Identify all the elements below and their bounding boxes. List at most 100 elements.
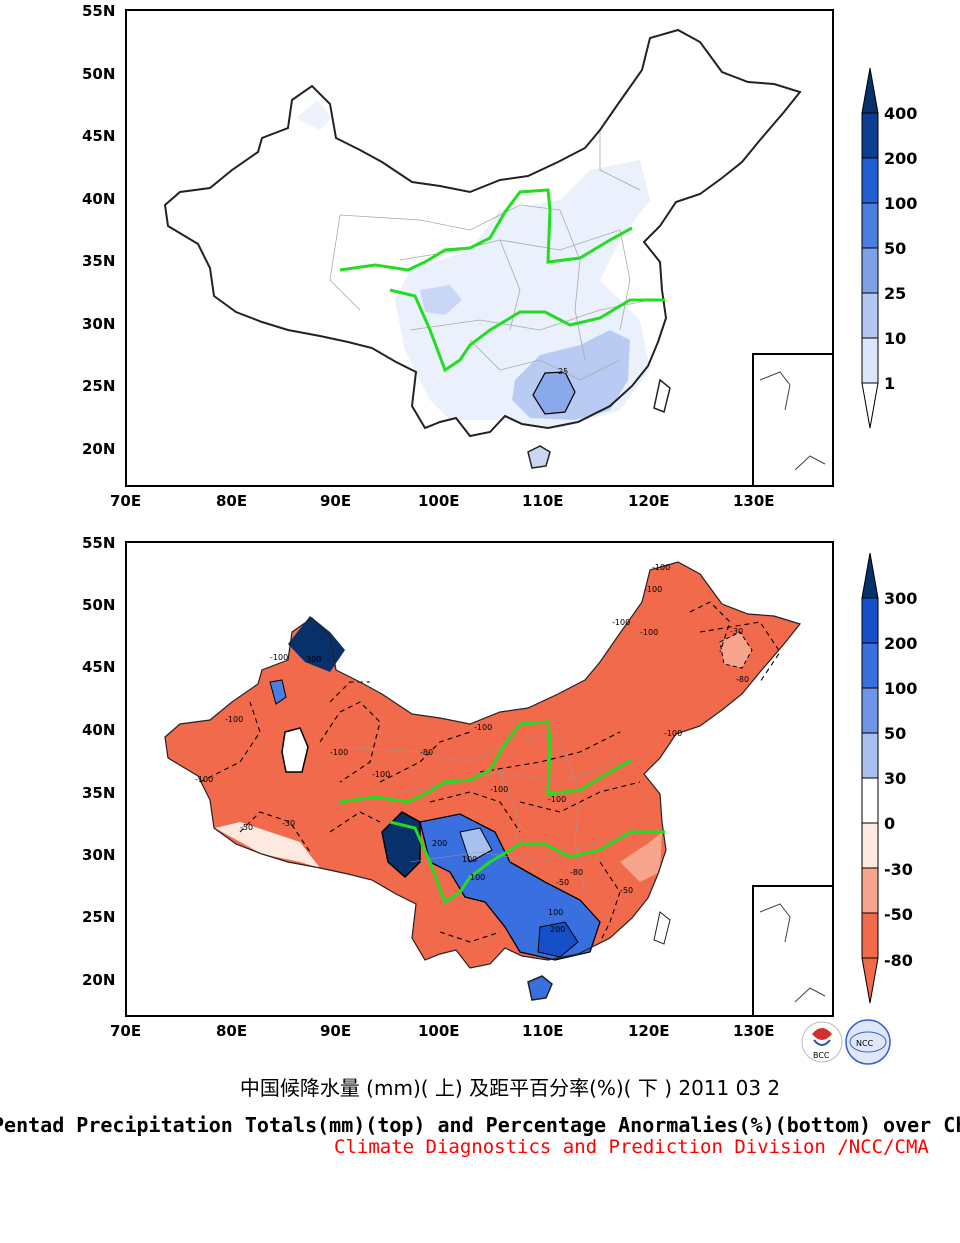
svg-text:100: 100 — [462, 855, 477, 864]
top-cb-label: 25 — [884, 284, 906, 303]
taiwan-island — [653, 378, 671, 414]
yangtze-river — [389, 820, 665, 905]
svg-text:-50: -50 — [556, 878, 569, 887]
top-xtick: 120E — [628, 492, 670, 510]
bottom-anomaly-map: -100 -100 -100 -100 -100 -100 -100 -100 … — [82, 534, 917, 1040]
top-ytick: 45N — [82, 127, 115, 145]
bottom-ytick: 55N — [82, 534, 115, 552]
bottom-ytick: 25N — [82, 908, 115, 926]
caption-chinese: 中国候降水量 (mm)( 上) 及距平百分率(%)( 下 ) 2011 03 2 — [239, 1076, 781, 1100]
svg-text:-100: -100 — [644, 585, 662, 594]
bottom-cb-label: -80 — [884, 951, 913, 970]
svg-text:-100: -100 — [330, 748, 348, 757]
svg-text:-100: -100 — [640, 628, 658, 637]
bcc-logo: BCC — [801, 1021, 843, 1063]
top-x-axis: 70E 80E 90E 100E 110E 120E 130E — [110, 492, 775, 510]
svg-text:-100: -100 — [548, 795, 566, 804]
top-cb-label: 100 — [884, 194, 917, 213]
svg-text:-100: -100 — [474, 723, 492, 732]
svg-text:-30: -30 — [730, 627, 743, 636]
bottom-xtick: 90E — [320, 1022, 351, 1040]
svg-text:-100: -100 — [195, 775, 213, 784]
svg-text:200: 200 — [550, 925, 565, 934]
svg-text:BCC: BCC — [813, 1051, 830, 1060]
top-xtick: 80E — [216, 492, 247, 510]
bottom-contour-labels: -100 -100 -100 -100 -100 -100 -100 -100 … — [195, 563, 749, 934]
svg-text:200: 200 — [432, 839, 447, 848]
south-china-sea-inset — [752, 885, 833, 1016]
top-cb-label: 50 — [884, 239, 906, 258]
svg-text:-50: -50 — [240, 823, 253, 832]
bottom-cb-label: -50 — [884, 905, 913, 924]
svg-text:-80: -80 — [736, 675, 749, 684]
top-ytick: 30N — [82, 315, 115, 333]
top-cb-label: 1 — [884, 374, 895, 393]
bottom-cb-label: 300 — [884, 589, 917, 608]
top-ytick: 25N — [82, 377, 115, 395]
svg-text:-100: -100 — [225, 715, 243, 724]
bottom-ytick: 35N — [82, 784, 115, 802]
bottom-y-axis: 55N 50N 45N 40N 35N 30N 25N 20N — [82, 534, 115, 989]
svg-text:-100: -100 — [490, 785, 508, 794]
top-xtick: 90E — [320, 492, 351, 510]
bottom-cb-label: 0 — [884, 814, 895, 833]
top-colorbar: 400 200 100 50 25 10 1 — [861, 67, 917, 429]
yellow-river — [339, 188, 633, 272]
svg-text:-80: -80 — [570, 868, 583, 877]
top-ytick: 50N — [82, 65, 115, 83]
south-china-sea-inset — [752, 353, 833, 486]
svg-text:-50: -50 — [620, 886, 633, 895]
bottom-ytick: 40N — [82, 721, 115, 739]
bottom-cb-label: -30 — [884, 860, 913, 879]
top-y-axis: 55N 50N 45N 40N 35N 30N 25N 20N — [82, 2, 115, 458]
bottom-cb-label: 50 — [884, 724, 906, 743]
bottom-xtick: 100E — [418, 1022, 460, 1040]
top-cb-label: 10 — [884, 329, 906, 348]
svg-text:300: 300 — [306, 655, 321, 664]
hainan-island — [527, 445, 551, 469]
top-ytick: 40N — [82, 190, 115, 208]
bottom-x-axis: 70E 80E 90E 100E 110E 120E 130E — [110, 1022, 775, 1040]
bottom-xtick: 70E — [110, 1022, 141, 1040]
top-ytick: 55N — [82, 2, 115, 20]
svg-text:-100: -100 — [612, 618, 630, 627]
bottom-xtick: 110E — [522, 1022, 564, 1040]
bottom-xtick: 130E — [733, 1022, 775, 1040]
svg-text:-100: -100 — [372, 770, 390, 779]
svg-text:100: 100 — [548, 908, 563, 917]
svg-text:-80: -80 — [420, 748, 433, 757]
svg-text:-100: -100 — [270, 653, 288, 662]
yangtze-river — [389, 288, 665, 373]
svg-text:-30: -30 — [282, 819, 295, 828]
bottom-xtick: 120E — [628, 1022, 670, 1040]
bottom-xtick: 80E — [216, 1022, 247, 1040]
svg-text:NCC: NCC — [856, 1039, 874, 1048]
svg-text:-100: -100 — [664, 729, 682, 738]
top-ytick: 35N — [82, 252, 115, 270]
bottom-cb-label: 30 — [884, 769, 906, 788]
svg-text:100: 100 — [470, 873, 485, 882]
precip-shade-10 — [420, 285, 462, 315]
svg-text:-100: -100 — [652, 563, 670, 572]
bottom-colorbar: 300 200 100 50 30 0 -30 -50 -80 — [861, 552, 917, 1004]
bottom-ytick: 20N — [82, 971, 115, 989]
bottom-ytick: 45N — [82, 658, 115, 676]
bottom-ytick: 50N — [82, 596, 115, 614]
top-xtick: 130E — [733, 492, 775, 510]
top-xtick: 70E — [110, 492, 141, 510]
top-cb-label: 400 — [884, 104, 917, 123]
bottom-cb-label: 100 — [884, 679, 917, 698]
precip-shade-light — [296, 100, 332, 130]
top-xtick: 100E — [418, 492, 460, 510]
top-cb-label: 200 — [884, 149, 917, 168]
caption-division: Climate Diagnostics and Prediction Divis… — [334, 1136, 929, 1158]
caption-english: Pentad Precipitation Totals(mm)(top) and… — [0, 1113, 960, 1137]
ncc-logo: NCC — [845, 1019, 891, 1065]
precip-shade-25 — [532, 371, 576, 415]
bottom-cb-label: 200 — [884, 634, 917, 653]
bottom-ytick: 30N — [82, 846, 115, 864]
top-xtick: 110E — [522, 492, 564, 510]
top-precip-map: 25 — [82, 2, 917, 510]
yellow-river — [339, 720, 633, 804]
top-ytick: 20N — [82, 440, 115, 458]
